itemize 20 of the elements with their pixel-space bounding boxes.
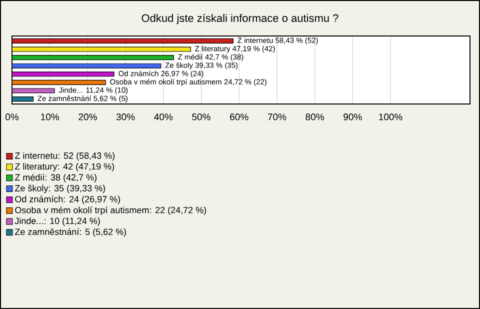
x-tick-label: 80%	[306, 114, 324, 120]
x-tick-label: 20%	[78, 114, 97, 120]
x-tick-label: 70%	[268, 114, 286, 120]
x-tick-label: 60%	[230, 114, 248, 120]
x-tick-label: 100%	[379, 114, 402, 120]
x-tick-label: 40%	[154, 114, 173, 120]
x-tick-label: 0%	[6, 114, 19, 120]
chart-title: Odkud jste získali informace o autismu ?	[142, 14, 338, 24]
legend-label: Z literatury: 42 (47,19 %)	[14, 163, 114, 172]
x-tick-label: 10%	[41, 114, 60, 120]
legend-label: Od známích: 24 (26,97 %)	[15, 196, 120, 204]
legend-label: Z internetu: 52 (58,43 %)	[14, 152, 115, 161]
x-tick-label: 30%	[116, 114, 135, 120]
legend-label: Ze školy: 35 (39,33 %)	[14, 184, 106, 194]
x-tick-label: 50%	[192, 114, 210, 120]
legend-label: Jinde...: 10 (11,24 %)	[14, 217, 100, 226]
legend-label: Osoba v mém okolí trpí autismem: 22 (24,72 %)	[15, 206, 206, 216]
x-tick-label: 90%	[344, 114, 362, 120]
legend-label: Z médií: 38 (42,7 %)	[14, 174, 96, 182]
legend-label: Ze zamněstnání: 5 (5,62 %)	[14, 228, 126, 237]
